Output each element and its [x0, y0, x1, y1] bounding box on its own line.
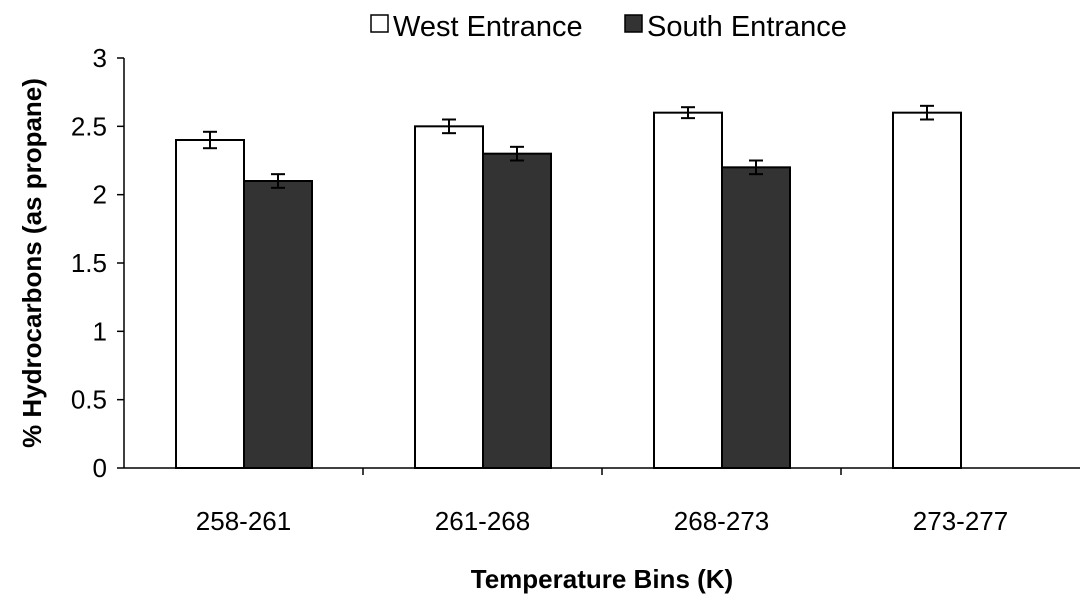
x-axis-title: Temperature Bins (K) [471, 564, 733, 594]
y-tick-label: 2 [93, 180, 107, 210]
y-tick-label: 0 [93, 453, 107, 483]
error-bar-south-entrance-261-268 [510, 145, 524, 162]
x-tick-label-273-277: 273-277 [913, 506, 1008, 536]
y-axis-title: % Hydrocarbons (as propane) [17, 78, 47, 448]
bar-west-entrance-261-268 [414, 125, 484, 469]
x-tick-label-261-268: 261-268 [435, 506, 530, 536]
error-bar-west-entrance-273-277 [920, 104, 934, 121]
y-tick-label: 3 [93, 43, 107, 73]
bar-west-entrance-273-277 [892, 111, 962, 470]
bars [175, 104, 962, 470]
bar-south-entrance-261-268 [482, 152, 552, 470]
axes: 0 0.5 1 1.5 2 2.5 3 258-261 261-268 268-273 273-27… [71, 43, 1080, 536]
error-bar-west-entrance-268-273 [681, 106, 695, 120]
error-bar-south-entrance-268-273 [749, 159, 763, 176]
legend: West Entrance South Entrance [370, 11, 847, 43]
bar-west-entrance-258-261 [175, 139, 245, 469]
legend-label-south-entrance: South Entrance [647, 11, 847, 43]
legend-swatch-south-entrance [624, 14, 643, 33]
legend-label-west-entrance: West Entrance [393, 11, 583, 43]
bar-south-entrance-258-261 [243, 180, 313, 469]
x-tick-label-258-261: 258-261 [196, 506, 291, 536]
error-bar-south-entrance-258-261 [271, 173, 285, 189]
y-tick-label: 1.5 [71, 248, 107, 278]
error-bar-west-entrance-261-268 [442, 118, 456, 135]
error-bar-west-entrance-258-261 [203, 130, 217, 150]
bar-west-entrance-268-273 [653, 111, 723, 470]
y-tick-label: 1 [93, 316, 107, 346]
legend-swatch-west-entrance [370, 14, 389, 33]
x-tick-label-268-273: 268-273 [674, 506, 769, 536]
y-tick-label: 0.5 [71, 385, 107, 415]
bar-south-entrance-268-273 [721, 166, 791, 469]
y-tick-label: 2.5 [71, 111, 107, 141]
